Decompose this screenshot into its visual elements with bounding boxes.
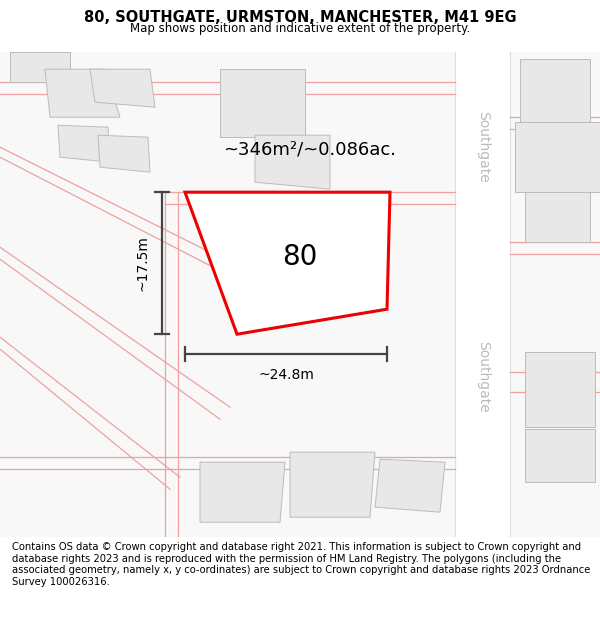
Polygon shape: [525, 129, 590, 242]
Text: Contains OS data © Crown copyright and database right 2021. This information is : Contains OS data © Crown copyright and d…: [12, 542, 590, 587]
Text: ~24.8m: ~24.8m: [258, 368, 314, 382]
Polygon shape: [255, 135, 330, 189]
Text: Southgate: Southgate: [476, 341, 490, 413]
Polygon shape: [520, 59, 590, 122]
Text: 80: 80: [282, 243, 317, 271]
Polygon shape: [220, 69, 305, 137]
Polygon shape: [525, 429, 595, 483]
Text: Map shows position and indicative extent of the property.: Map shows position and indicative extent…: [130, 22, 470, 35]
Polygon shape: [185, 192, 390, 334]
Bar: [455, 52, 510, 537]
Polygon shape: [98, 135, 150, 172]
Polygon shape: [515, 122, 600, 192]
Polygon shape: [375, 459, 445, 512]
Polygon shape: [200, 462, 285, 522]
Polygon shape: [525, 352, 595, 428]
Text: Southgate: Southgate: [476, 111, 490, 183]
Polygon shape: [90, 69, 155, 108]
Text: 80, SOUTHGATE, URMSTON, MANCHESTER, M41 9EG: 80, SOUTHGATE, URMSTON, MANCHESTER, M41 …: [83, 10, 517, 25]
Polygon shape: [45, 69, 120, 118]
Text: ~17.5m: ~17.5m: [136, 235, 150, 291]
Polygon shape: [290, 452, 375, 517]
Polygon shape: [58, 125, 110, 162]
Text: ~346m²/~0.086ac.: ~346m²/~0.086ac.: [223, 140, 397, 158]
Polygon shape: [10, 52, 70, 82]
